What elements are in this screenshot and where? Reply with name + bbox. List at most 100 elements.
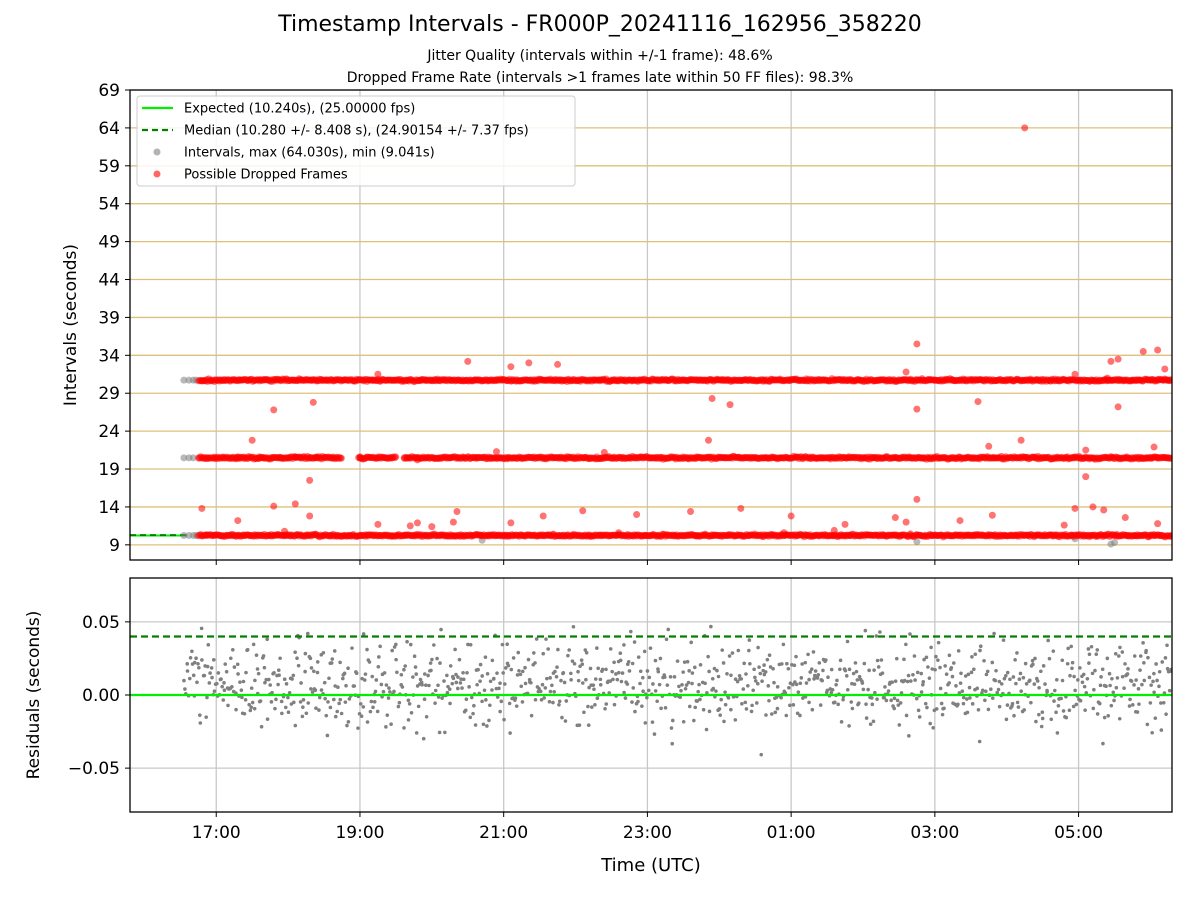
residual-point <box>448 664 453 668</box>
residual-point <box>1140 682 1144 687</box>
dropped-frame-point <box>1167 376 1172 384</box>
residual-point <box>632 640 637 644</box>
residual-point <box>1159 701 1163 705</box>
residual-point <box>784 713 789 718</box>
residual-point <box>183 687 187 691</box>
residual-point <box>1099 675 1103 679</box>
residual-point <box>465 670 469 675</box>
residual-point <box>610 669 614 674</box>
residual-point <box>870 696 874 700</box>
residual-point <box>547 699 552 704</box>
residual-point <box>345 723 349 728</box>
residual-point <box>897 723 902 727</box>
residual-point <box>931 725 935 730</box>
residual-point <box>812 677 816 681</box>
residual-point <box>399 673 404 677</box>
dropped-frame-outlier <box>1161 365 1169 373</box>
residual-point <box>1023 661 1028 666</box>
residual-point <box>839 720 844 724</box>
dropped-frame-outlier <box>579 507 587 515</box>
residual-point <box>725 671 729 676</box>
residual-point <box>947 681 951 685</box>
residual-point <box>825 688 830 693</box>
residual-point <box>1094 652 1099 657</box>
residual-point <box>895 698 900 703</box>
residual-point <box>1145 722 1150 727</box>
residual-point <box>943 664 947 668</box>
x-tick-label: 23:00 <box>623 823 672 843</box>
residual-point <box>1157 669 1162 674</box>
residual-point <box>1111 690 1116 695</box>
residual-point <box>737 673 742 678</box>
residual-point <box>622 690 626 695</box>
residual-point <box>726 696 731 700</box>
top-y-tick-label: 19 <box>98 460 120 480</box>
residual-point <box>1022 708 1026 712</box>
residual-point <box>273 706 277 711</box>
residual-point <box>329 661 334 665</box>
residual-point <box>929 645 933 650</box>
residual-point <box>471 711 475 716</box>
residual-point <box>250 700 255 705</box>
residual-point <box>787 685 791 690</box>
residual-point <box>1005 670 1010 675</box>
residual-point <box>1031 662 1035 667</box>
residual-point <box>659 706 663 711</box>
residual-point <box>1047 656 1052 661</box>
residual-point <box>898 701 903 705</box>
residual-point <box>1032 682 1037 686</box>
residual-point <box>538 689 543 694</box>
dropped-frame-outlier <box>913 340 921 348</box>
residual-point <box>652 732 657 736</box>
residual-point <box>1165 643 1169 648</box>
residual-point <box>313 688 318 693</box>
residual-point <box>678 695 683 700</box>
residual-point <box>906 673 911 678</box>
dropped-frame-outlier <box>306 476 314 484</box>
residual-point <box>849 700 854 704</box>
residual-point <box>648 646 653 650</box>
residual-point <box>1056 704 1061 708</box>
residual-point <box>940 712 945 717</box>
residual-point <box>550 683 554 688</box>
residual-point <box>258 699 263 703</box>
residual-point <box>961 695 966 700</box>
residual-point <box>501 671 505 675</box>
residual-point <box>1082 684 1087 689</box>
residual-point <box>860 681 865 685</box>
residual-point <box>646 688 651 693</box>
residual-point <box>992 631 996 636</box>
dropped-frame-outlier <box>309 398 317 406</box>
residual-point <box>743 700 748 705</box>
residual-point <box>717 707 722 711</box>
residual-point <box>709 624 713 629</box>
residual-point <box>995 690 1000 695</box>
residual-point <box>437 730 442 735</box>
residual-point <box>1147 675 1152 680</box>
residual-point <box>277 673 281 678</box>
bottom-y-tick-label: 0.05 <box>82 613 120 633</box>
residual-point <box>668 675 673 679</box>
residual-point <box>390 648 394 653</box>
residual-point <box>553 669 557 674</box>
dropped-frame-outlier <box>787 512 795 520</box>
residual-point <box>376 665 381 669</box>
residual-point <box>397 700 402 705</box>
residual-point <box>309 687 313 691</box>
residual-point <box>445 690 450 695</box>
residual-point <box>352 684 357 688</box>
residual-point <box>1169 667 1172 672</box>
residual-point <box>603 706 607 711</box>
residual-point <box>222 688 227 693</box>
residual-point <box>791 703 796 707</box>
residual-point <box>432 643 436 647</box>
bottom-plot-area <box>130 578 1172 812</box>
residual-point <box>1153 716 1158 720</box>
residual-point <box>446 684 450 689</box>
residual-point <box>586 723 591 728</box>
residual-point <box>338 660 342 665</box>
residual-point <box>926 665 930 669</box>
interval-point <box>180 454 188 462</box>
dropped-frame-outlier <box>737 504 745 512</box>
residual-point <box>949 666 954 670</box>
